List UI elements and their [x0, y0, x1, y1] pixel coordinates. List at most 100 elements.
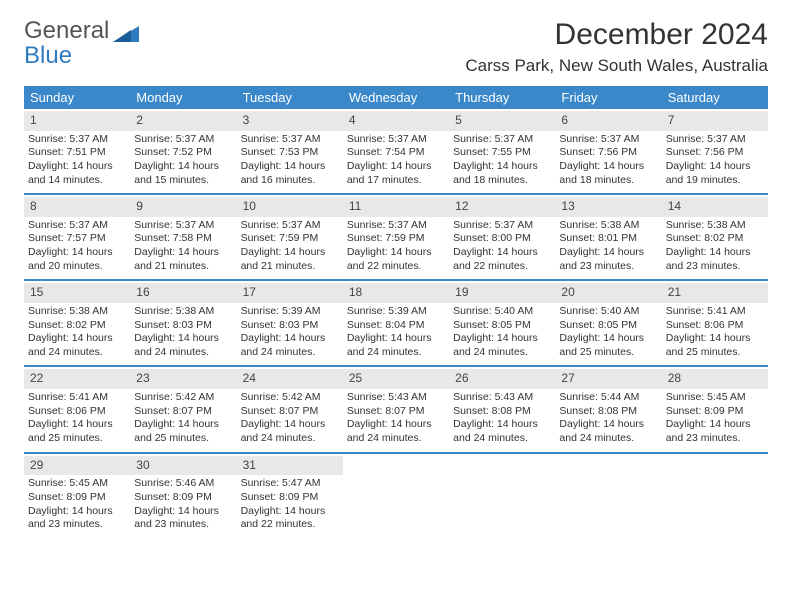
sunrise-line: Sunrise: 5:37 AM	[134, 219, 232, 233]
sunrise-line: Sunrise: 5:38 AM	[134, 305, 232, 319]
daylight-line1: Daylight: 14 hours	[347, 418, 445, 432]
logo-line1: General	[24, 18, 109, 43]
sunset-line: Sunset: 7:53 PM	[241, 146, 339, 160]
day-cell-empty	[555, 454, 661, 538]
sunrise-line: Sunrise: 5:37 AM	[453, 133, 551, 147]
daylight-line2: and 21 minutes.	[241, 260, 339, 274]
sunset-line: Sunset: 8:07 PM	[134, 405, 232, 419]
day-cell: 9 Sunrise: 5:37 AMSunset: 7:58 PMDaylight…	[130, 195, 236, 279]
day-cell: 30Sunrise: 5:46 AMSunset: 8:09 PMDayligh…	[130, 454, 236, 538]
daylight-line2: and 22 minutes.	[347, 260, 445, 274]
day-cell: 26Sunrise: 5:43 AMSunset: 8:08 PMDayligh…	[449, 367, 555, 451]
daylight-line2: and 24 minutes.	[241, 346, 339, 360]
weekday-header: Tuesday	[237, 86, 343, 109]
day-number: 10	[237, 197, 343, 217]
day-cell: 28Sunrise: 5:45 AMSunset: 8:09 PMDayligh…	[662, 367, 768, 451]
daylight-line1: Daylight: 14 hours	[347, 246, 445, 260]
day-cell: 6Sunrise: 5:37 AMSunset: 7:56 PMDaylight…	[555, 109, 661, 193]
sunrise-line: Sunrise: 5:37 AM	[28, 219, 126, 233]
day-cell: 13Sunrise: 5:38 AMSunset: 8:01 PMDayligh…	[555, 195, 661, 279]
daylight-line1: Daylight: 14 hours	[666, 418, 764, 432]
sunset-line: Sunset: 7:58 PM	[134, 232, 232, 246]
day-cell: 10Sunrise: 5:37 AMSunset: 7:59 PMDayligh…	[237, 195, 343, 279]
daylight-line1: Daylight: 14 hours	[28, 332, 126, 346]
daylight-line2: and 22 minutes.	[241, 518, 339, 532]
sunset-line: Sunset: 8:00 PM	[453, 232, 551, 246]
daylight-line1: Daylight: 14 hours	[28, 505, 126, 519]
day-number: 31	[237, 456, 343, 476]
sunrise-line: Sunrise: 5:38 AM	[666, 219, 764, 233]
daylight-line1: Daylight: 14 hours	[241, 160, 339, 174]
day-number: 12	[449, 197, 555, 217]
weeks-container: 1Sunrise: 5:37 AMSunset: 7:51 PMDaylight…	[24, 109, 768, 538]
daylight-line1: Daylight: 14 hours	[453, 246, 551, 260]
sunset-line: Sunset: 8:04 PM	[347, 319, 445, 333]
day-number: 17	[237, 283, 343, 303]
sunset-line: Sunset: 8:02 PM	[28, 319, 126, 333]
daylight-line1: Daylight: 14 hours	[134, 160, 232, 174]
sunrise-line: Sunrise: 5:37 AM	[347, 133, 445, 147]
sunset-line: Sunset: 7:55 PM	[453, 146, 551, 160]
daylight-line1: Daylight: 14 hours	[559, 246, 657, 260]
week-row: 15Sunrise: 5:38 AMSunset: 8:02 PMDayligh…	[24, 281, 768, 367]
daylight-line1: Daylight: 14 hours	[241, 246, 339, 260]
calendar-page: General Blue December 2024 Carss Park, N…	[0, 0, 792, 548]
daylight-line1: Daylight: 14 hours	[28, 160, 126, 174]
daylight-line1: Daylight: 14 hours	[134, 505, 232, 519]
daylight-line2: and 24 minutes.	[347, 432, 445, 446]
weekday-header: Wednesday	[343, 86, 449, 109]
day-number: 15	[24, 283, 130, 303]
weekday-header: Monday	[130, 86, 236, 109]
day-cell: 24Sunrise: 5:42 AMSunset: 8:07 PMDayligh…	[237, 367, 343, 451]
sunrise-line: Sunrise: 5:39 AM	[347, 305, 445, 319]
sunrise-line: Sunrise: 5:45 AM	[28, 477, 126, 491]
day-number: 1	[24, 111, 130, 131]
sunset-line: Sunset: 8:06 PM	[28, 405, 126, 419]
day-number: 27	[555, 369, 661, 389]
weekday-header-row: SundayMondayTuesdayWednesdayThursdayFrid…	[24, 86, 768, 109]
sunset-line: Sunset: 8:01 PM	[559, 232, 657, 246]
day-cell: 20Sunrise: 5:40 AMSunset: 8:05 PMDayligh…	[555, 281, 661, 365]
day-cell: 8Sunrise: 5:37 AMSunset: 7:57 PMDaylight…	[24, 195, 130, 279]
day-number: 5	[449, 111, 555, 131]
daylight-line1: Daylight: 14 hours	[134, 246, 232, 260]
day-number: 18	[343, 283, 449, 303]
day-cell: 21Sunrise: 5:41 AMSunset: 8:06 PMDayligh…	[662, 281, 768, 365]
day-cell: 15Sunrise: 5:38 AMSunset: 8:02 PMDayligh…	[24, 281, 130, 365]
sunset-line: Sunset: 8:05 PM	[559, 319, 657, 333]
daylight-line2: and 23 minutes.	[666, 260, 764, 274]
daylight-line2: and 23 minutes.	[666, 432, 764, 446]
title-block: December 2024 Carss Park, New South Wale…	[465, 18, 768, 82]
day-cell: 12Sunrise: 5:37 AMSunset: 8:00 PMDayligh…	[449, 195, 555, 279]
day-cell: 27Sunrise: 5:44 AMSunset: 8:08 PMDayligh…	[555, 367, 661, 451]
logo-triangle-icon	[113, 22, 139, 47]
sunrise-line: Sunrise: 5:47 AM	[241, 477, 339, 491]
day-cell: 29Sunrise: 5:45 AMSunset: 8:09 PMDayligh…	[24, 454, 130, 538]
daylight-line2: and 22 minutes.	[453, 260, 551, 274]
sunset-line: Sunset: 7:59 PM	[347, 232, 445, 246]
daylight-line2: and 25 minutes.	[134, 432, 232, 446]
weekday-header: Sunday	[24, 86, 130, 109]
day-number: 21	[662, 283, 768, 303]
daylight-line1: Daylight: 14 hours	[559, 418, 657, 432]
sunset-line: Sunset: 8:06 PM	[666, 319, 764, 333]
daylight-line1: Daylight: 14 hours	[559, 160, 657, 174]
sunrise-line: Sunrise: 5:37 AM	[134, 133, 232, 147]
day-cell: 25Sunrise: 5:43 AMSunset: 8:07 PMDayligh…	[343, 367, 449, 451]
daylight-line1: Daylight: 14 hours	[559, 332, 657, 346]
day-cell: 2Sunrise: 5:37 AMSunset: 7:52 PMDaylight…	[130, 109, 236, 193]
sunrise-line: Sunrise: 5:37 AM	[241, 219, 339, 233]
day-cell: 23Sunrise: 5:42 AMSunset: 8:07 PMDayligh…	[130, 367, 236, 451]
sunrise-line: Sunrise: 5:40 AM	[559, 305, 657, 319]
week-row: 1Sunrise: 5:37 AMSunset: 7:51 PMDaylight…	[24, 109, 768, 195]
sunset-line: Sunset: 8:05 PM	[453, 319, 551, 333]
day-cell: 1Sunrise: 5:37 AMSunset: 7:51 PMDaylight…	[24, 109, 130, 193]
sunrise-line: Sunrise: 5:37 AM	[666, 133, 764, 147]
daylight-line1: Daylight: 14 hours	[28, 246, 126, 260]
weekday-header: Friday	[555, 86, 661, 109]
day-number: 24	[237, 369, 343, 389]
daylight-line2: and 24 minutes.	[559, 432, 657, 446]
daylight-line2: and 24 minutes.	[453, 346, 551, 360]
day-number: 9	[130, 197, 236, 217]
sunset-line: Sunset: 8:09 PM	[666, 405, 764, 419]
